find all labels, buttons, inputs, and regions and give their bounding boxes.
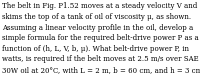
Text: function of (h, L, V, b, μ). What belt-drive power P, in: function of (h, L, V, b, μ). What belt-d… [2,45,189,53]
Text: Assuming a linear velocity profile in the oil, develop a: Assuming a linear velocity profile in th… [2,24,194,32]
Text: skims the top of a tank of oil of viscosity μ, as shown.: skims the top of a tank of oil of viscos… [2,13,192,21]
Text: simple formula for the required belt-drive power P as a: simple formula for the required belt-dri… [2,34,199,42]
Text: The belt in Fig. P1.52 moves at a steady velocity V and: The belt in Fig. P1.52 moves at a steady… [2,2,198,10]
Text: 30W oil at 20°C, with L = 2 m, b = 60 cm, and h = 3 cm?: 30W oil at 20°C, with L = 2 m, b = 60 cm… [2,66,200,74]
Text: watts, is required if the belt moves at 2.5 m/s over SAE: watts, is required if the belt moves at … [2,55,199,63]
